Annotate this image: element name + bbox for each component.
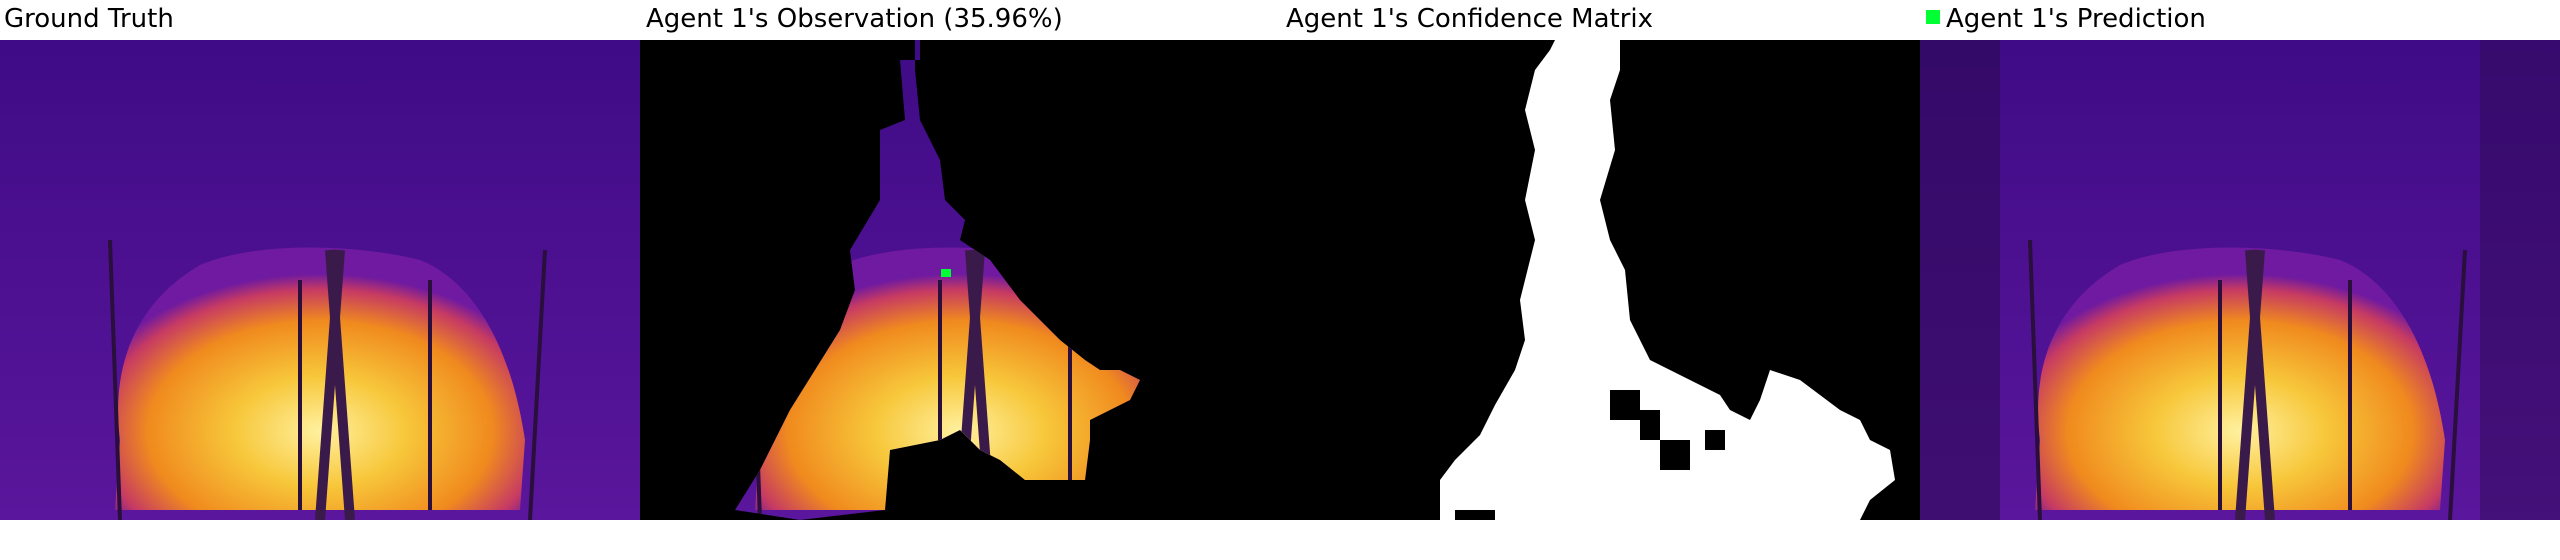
observation-image — [640, 40, 1280, 520]
ground-truth-image — [0, 40, 640, 520]
panel-title: Agent 1's Confidence Matrix — [1286, 4, 1654, 34]
agent-marker — [941, 269, 951, 277]
panel-title-text: Agent 1's Prediction — [1946, 4, 2206, 34]
panel-confidence: Agent 1's Confidence Matrix — [1280, 0, 1920, 520]
prediction-legend-swatch — [1926, 9, 1940, 24]
panel-title: Agent 1's Observation (35.96%) — [646, 4, 1063, 34]
panel-observation: Agent 1's Observation (35.96%) — [640, 0, 1280, 520]
panel-title: Ground Truth — [4, 4, 174, 34]
panel-ground-truth: Ground Truth — [0, 0, 640, 520]
prediction-image — [1920, 40, 2560, 520]
panel-title: Agent 1's Prediction — [1926, 2, 2206, 36]
confidence-matrix-image — [1280, 40, 1920, 520]
panel-prediction: Agent 1's Prediction — [1920, 0, 2560, 520]
